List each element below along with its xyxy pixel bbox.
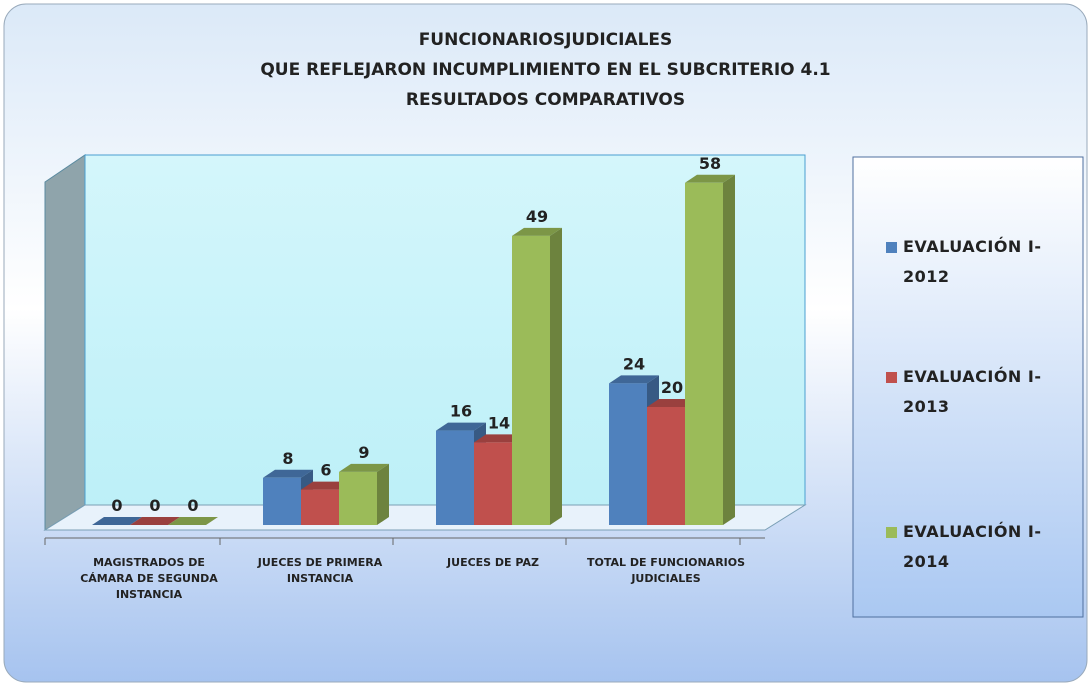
bar-top: [647, 399, 697, 407]
bar-front: [263, 477, 301, 525]
bar-top: [301, 481, 351, 490]
x-tick-label: MAGISTRADOS DE CÁMARA DE SEGUNDA INSTANC…: [80, 556, 218, 601]
bar-front: [647, 407, 685, 525]
legend-swatch: [886, 527, 897, 538]
bar-top: [512, 227, 562, 236]
bar-top: [436, 422, 486, 431]
bar-top: [130, 517, 180, 525]
bar-front: [685, 182, 723, 526]
bar-side: [377, 463, 389, 525]
bar-front: [436, 430, 474, 525]
bar: [339, 463, 389, 525]
value-label: 16: [450, 402, 472, 421]
bar-top: [168, 517, 218, 525]
bar-top: [609, 375, 659, 384]
bar-front: [301, 489, 339, 525]
bar-side: [550, 227, 562, 525]
value-label: 24: [623, 354, 645, 373]
value-label: 49: [526, 207, 548, 226]
value-label: 9: [358, 443, 369, 462]
x-tick-label: TOTAL DE FUNCIONARIOS JUDICIALES: [586, 556, 746, 585]
chart-title: FUNCIONARIOSJUDICIALES: [418, 30, 673, 50]
bar-top: [339, 463, 389, 472]
legend-label: EVALUACIÓN I-2013: [903, 367, 1042, 416]
legend-label: EVALUACIÓN I-2014: [903, 522, 1042, 571]
bar-top: [263, 469, 313, 478]
bar-top: [92, 517, 142, 525]
bar-front: [474, 442, 512, 525]
x-tick-label: JUECES DE PAZ: [447, 556, 539, 569]
legend-swatch: [886, 242, 897, 253]
bar-side: [723, 174, 735, 526]
value-label: 14: [488, 413, 510, 432]
side-wall: [44, 154, 86, 531]
bar-front: [609, 383, 647, 525]
bar-front: [339, 471, 377, 525]
bar-front: [512, 235, 550, 525]
bar-top: [474, 434, 524, 443]
bar: [168, 517, 218, 525]
value-label: 58: [699, 154, 721, 173]
bar: [130, 517, 180, 525]
chart-title: QUE REFLEJARON INCUMPLIMIENTO EN EL SUBC…: [260, 60, 831, 80]
value-label: 6: [320, 461, 331, 480]
value-label: 0: [149, 496, 160, 515]
value-label: 8: [282, 449, 293, 468]
bar: [685, 174, 735, 526]
legend: [852, 156, 1084, 618]
bar: [512, 227, 562, 525]
legend-label: EVALUACIÓN I-2012: [903, 237, 1042, 286]
chart-title: RESULTADOS COMPARATIVOS: [405, 90, 686, 110]
bar: [92, 517, 142, 525]
value-label: 0: [187, 496, 198, 515]
value-label: 0: [111, 496, 122, 515]
legend-swatch: [886, 372, 897, 383]
x-tick-label: JUECES DE PRIMERA INSTANCIA: [257, 556, 383, 585]
bar-top: [685, 174, 735, 183]
value-label: 20: [661, 378, 683, 397]
